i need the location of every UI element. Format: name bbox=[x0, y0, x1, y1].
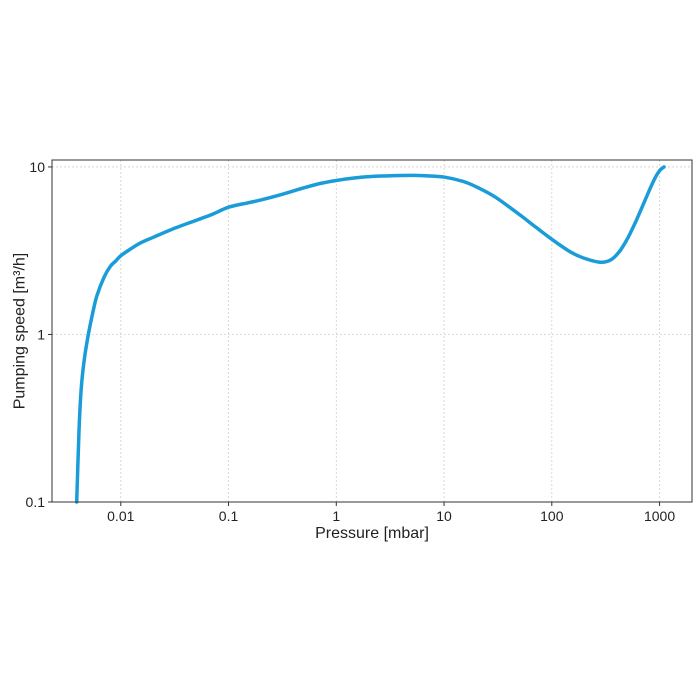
y-tick-label: 1 bbox=[37, 326, 45, 342]
x-tick-label: 10 bbox=[436, 508, 452, 524]
plot-frame bbox=[51, 159, 693, 503]
x-tick-label: 1 bbox=[332, 508, 340, 524]
tick-layer: 0.01 0.1 1 10 100 1000 0.1 1 10 bbox=[26, 159, 676, 524]
grid-layer bbox=[52, 160, 692, 502]
y-axis-label: Pumping speed [m³/h] bbox=[12, 253, 29, 410]
x-tick-label: 0.1 bbox=[219, 508, 239, 524]
x-tick-label: 0.01 bbox=[107, 508, 134, 524]
x-axis-label: Pressure [mbar] bbox=[315, 525, 429, 542]
y-tick-label: 0.1 bbox=[26, 494, 46, 510]
x-tick-label: 1000 bbox=[644, 508, 675, 524]
x-tick-label: 100 bbox=[540, 508, 564, 524]
pumping-speed-curve bbox=[74, 165, 666, 504]
y-tick-label: 10 bbox=[29, 159, 45, 175]
